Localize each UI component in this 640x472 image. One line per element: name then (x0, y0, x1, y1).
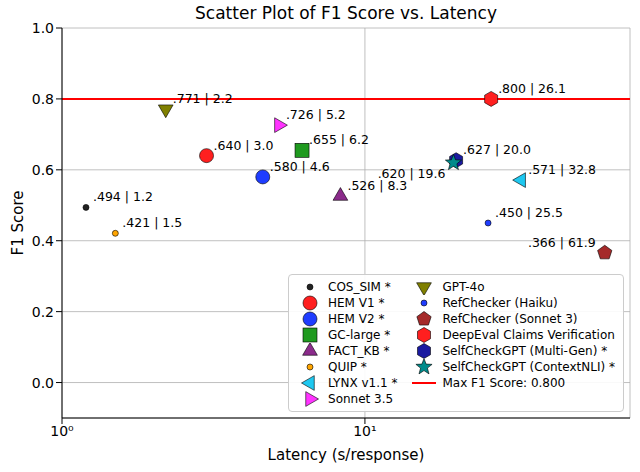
svg-text:1.0: 1.0 (32, 20, 54, 36)
html-text:DeepEval Claims Verification: DeepEval Claims Verification (442, 328, 615, 342)
html-text:COS_SIM *: COS_SIM * (328, 280, 391, 294)
html-text:Scatter Plot of F1 Score vs. L: Scatter Plot of F1 Score vs. Latency (195, 3, 497, 23)
svg-text:0.6: 0.6 (32, 162, 54, 178)
svg-text:0.4: 0.4 (32, 233, 54, 249)
svg-text:.526 | 8.3: .526 | 8.3 (347, 178, 408, 194)
html-text:Latency (s/response): Latency (s/response) (267, 446, 425, 464)
svg-text:10¹: 10¹ (353, 423, 376, 439)
svg-text:.494 | 1.2: .494 | 1.2 (93, 189, 153, 204)
html-text:FACT_KB *: FACT_KB * (328, 344, 390, 358)
html-text:QUIP *: QUIP * (328, 360, 367, 374)
svg-text:.800 | 26.1: .800 | 26.1 (498, 81, 566, 96)
svg-text:.580 | 4.6: .580 | 4.6 (270, 159, 330, 174)
html-text:HEM V1 *: HEM V1 * (328, 296, 385, 310)
svg-text:.771 | 2.2: .771 | 2.2 (173, 91, 233, 106)
svg-text:.366 | 61.9: .366 | 61.9 (528, 235, 596, 250)
html-text:LYNX v1.1 *: LYNX v1.1 * (328, 376, 398, 390)
html-text:GC-large *: GC-large * (328, 328, 391, 342)
html-text:SelfCheckGPT (ContextNLI) *: SelfCheckGPT (ContextNLI) * (442, 360, 615, 374)
svg-text:0.0: 0.0 (32, 375, 54, 391)
html-text:F1 Score: F1 Score (9, 190, 27, 256)
svg-text:.655 | 6.2: .655 | 6.2 (309, 132, 369, 147)
html-text:RefChecker (Haiku): RefChecker (Haiku) (442, 296, 558, 310)
svg-text:.421 | 1.5: .421 | 1.5 (122, 215, 182, 230)
html-text:GPT-4o: GPT-4o (442, 280, 485, 294)
svg-text:10⁰: 10⁰ (50, 423, 74, 439)
svg-text:.571 | 32.8: .571 | 32.8 (528, 162, 596, 177)
svg-text:0.2: 0.2 (32, 304, 54, 320)
svg-text:.450 | 25.5: .450 | 25.5 (495, 205, 563, 220)
svg-text:0.8: 0.8 (32, 91, 54, 107)
html-text:RefChecker (Sonnet 3): RefChecker (Sonnet 3) (442, 312, 578, 326)
svg-text:.640 | 3.0: .640 | 3.0 (214, 138, 274, 153)
html-text:SelfCheckGPT (Multi-Gen) *: SelfCheckGPT (Multi-Gen) * (442, 344, 608, 358)
html-text:HEM V2 *: HEM V2 * (328, 312, 385, 326)
html-text:Max F1 Score: 0.800: Max F1 Score: 0.800 (442, 376, 566, 390)
svg-text:.627 | 20.0: .627 | 20.0 (463, 142, 531, 157)
html-text:Sonnet 3.5: Sonnet 3.5 (328, 392, 394, 406)
svg-text:.726 | 5.2: .726 | 5.2 (286, 107, 346, 122)
svg-text:.620 | 19.6: .620 | 19.6 (378, 166, 446, 181)
